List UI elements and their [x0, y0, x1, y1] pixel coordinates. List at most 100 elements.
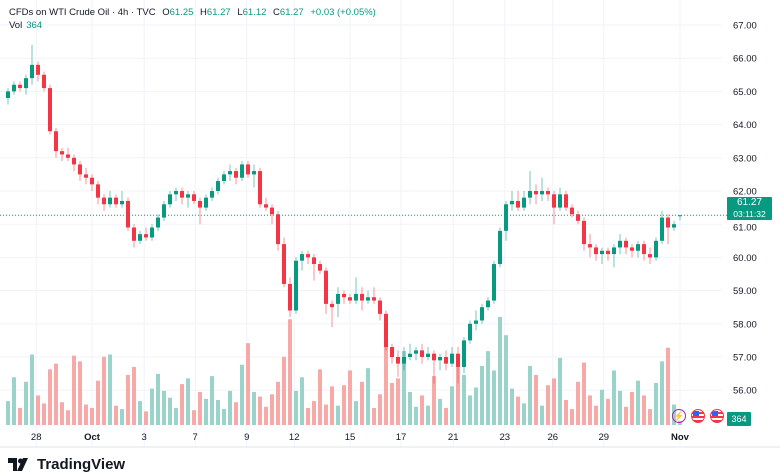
- candle-body: [282, 244, 286, 284]
- candle-body: [528, 191, 532, 198]
- candle-body: [624, 240, 628, 248]
- volume-bar: [438, 398, 442, 425]
- time-tick-label: 15: [345, 432, 356, 443]
- candle: [264, 197, 268, 211]
- candle: [150, 224, 154, 241]
- volume-bar: [642, 395, 646, 425]
- price-tick-label: 58.00: [733, 319, 757, 330]
- candle-body: [264, 204, 268, 208]
- candle-body: [318, 264, 322, 271]
- candle-body: [498, 230, 502, 265]
- volume-bar: [42, 403, 46, 425]
- candle: [564, 191, 568, 211]
- volume-bar: [324, 404, 328, 425]
- candle-body: [276, 214, 280, 245]
- candle: [96, 181, 100, 205]
- candle-body: [204, 197, 208, 208]
- candle-body: [126, 200, 130, 228]
- candle-body: [6, 91, 10, 99]
- volume-bar: [468, 395, 472, 425]
- volume-bar: [24, 381, 28, 425]
- bar-countdown: 03:11:32: [733, 208, 766, 219]
- price-axis[interactable]: 67.00 66.00 65.00 64.00 63.00 62.00 61.00 60.00…: [733, 21, 757, 397]
- volume-bar: [354, 401, 358, 425]
- candle-body: [222, 174, 226, 182]
- candle: [234, 167, 238, 185]
- candle-body: [258, 171, 262, 205]
- volume-bar: [144, 411, 148, 425]
- candle: [192, 191, 196, 205]
- open-value: 61.25: [169, 7, 194, 18]
- volume-bar: [72, 355, 76, 425]
- time-tick-label: 12: [289, 432, 300, 443]
- candle-body: [192, 194, 196, 201]
- volume-bar: [252, 392, 256, 425]
- candle-body: [666, 217, 670, 228]
- candle-body: [642, 244, 646, 255]
- candle: [444, 350, 448, 371]
- candle: [204, 194, 208, 211]
- volume-bar: [306, 407, 310, 425]
- candle: [624, 237, 628, 255]
- candle: [126, 197, 130, 231]
- candle-body: [168, 194, 172, 205]
- volume-bar: [588, 395, 592, 425]
- candle-body: [342, 293, 346, 298]
- candle-body: [60, 151, 64, 155]
- candle: [354, 277, 358, 304]
- candle-body: [474, 320, 478, 324]
- chart-legend: CFDs on WTI Crude Oil · 4h · TVC O61.25 …: [9, 6, 380, 32]
- candle-body: [636, 244, 640, 251]
- grid-lines: [0, 0, 722, 447]
- candle: [246, 161, 250, 178]
- candle-body: [468, 323, 472, 341]
- volume-bar: [594, 405, 598, 425]
- candle-body: [402, 357, 406, 364]
- candle-body: [36, 64, 40, 75]
- volume-bar: [564, 399, 568, 425]
- tradingview-logo-icon: [8, 457, 28, 471]
- time-axis[interactable]: 28 Oct 3 7 9 12 15 17 21 23 26 29 Nov: [31, 432, 690, 443]
- volume-bar: [240, 364, 244, 425]
- lightning-icon[interactable]: ⚡: [672, 409, 686, 423]
- tradingview-logo[interactable]: TradingView: [8, 456, 125, 473]
- price-tick-label: 60.00: [733, 253, 757, 264]
- volume-bar: [12, 377, 16, 425]
- candle-body: [156, 217, 160, 228]
- candle: [612, 244, 616, 268]
- us-flag-icon[interactable]: [691, 409, 705, 423]
- candle-body: [384, 313, 388, 348]
- candle: [288, 277, 292, 318]
- candle: [588, 234, 592, 258]
- candle: [30, 44, 34, 85]
- volume-bar: [582, 362, 586, 425]
- high-value: 61.27: [206, 7, 231, 18]
- candle: [432, 350, 436, 384]
- brand-name: TradingView: [37, 456, 126, 473]
- candle-body: [240, 164, 244, 178]
- us-flag-icon[interactable]: [710, 409, 724, 423]
- candle-body: [216, 181, 220, 191]
- candle: [66, 147, 70, 162]
- candle: [240, 161, 244, 182]
- candle: [504, 200, 508, 241]
- candle: [534, 184, 538, 205]
- volume-bar: [486, 351, 490, 425]
- candle: [336, 287, 340, 318]
- candle: [330, 300, 334, 328]
- volume-bar: [660, 361, 664, 425]
- volume-bar: [174, 407, 178, 425]
- candle-body: [372, 297, 376, 301]
- candle-body: [516, 200, 520, 208]
- price-tick-label: 62.00: [733, 187, 757, 198]
- candle: [132, 224, 136, 248]
- candle-body: [444, 357, 448, 364]
- candle-body: [450, 353, 454, 364]
- candle: [198, 197, 202, 225]
- candle: [642, 240, 646, 261]
- candle-body: [78, 164, 82, 175]
- symbol-title[interactable]: CFDs on WTI Crude Oil · 4h · TVC: [9, 7, 156, 18]
- volume-bar: [378, 394, 382, 425]
- candle: [582, 217, 586, 251]
